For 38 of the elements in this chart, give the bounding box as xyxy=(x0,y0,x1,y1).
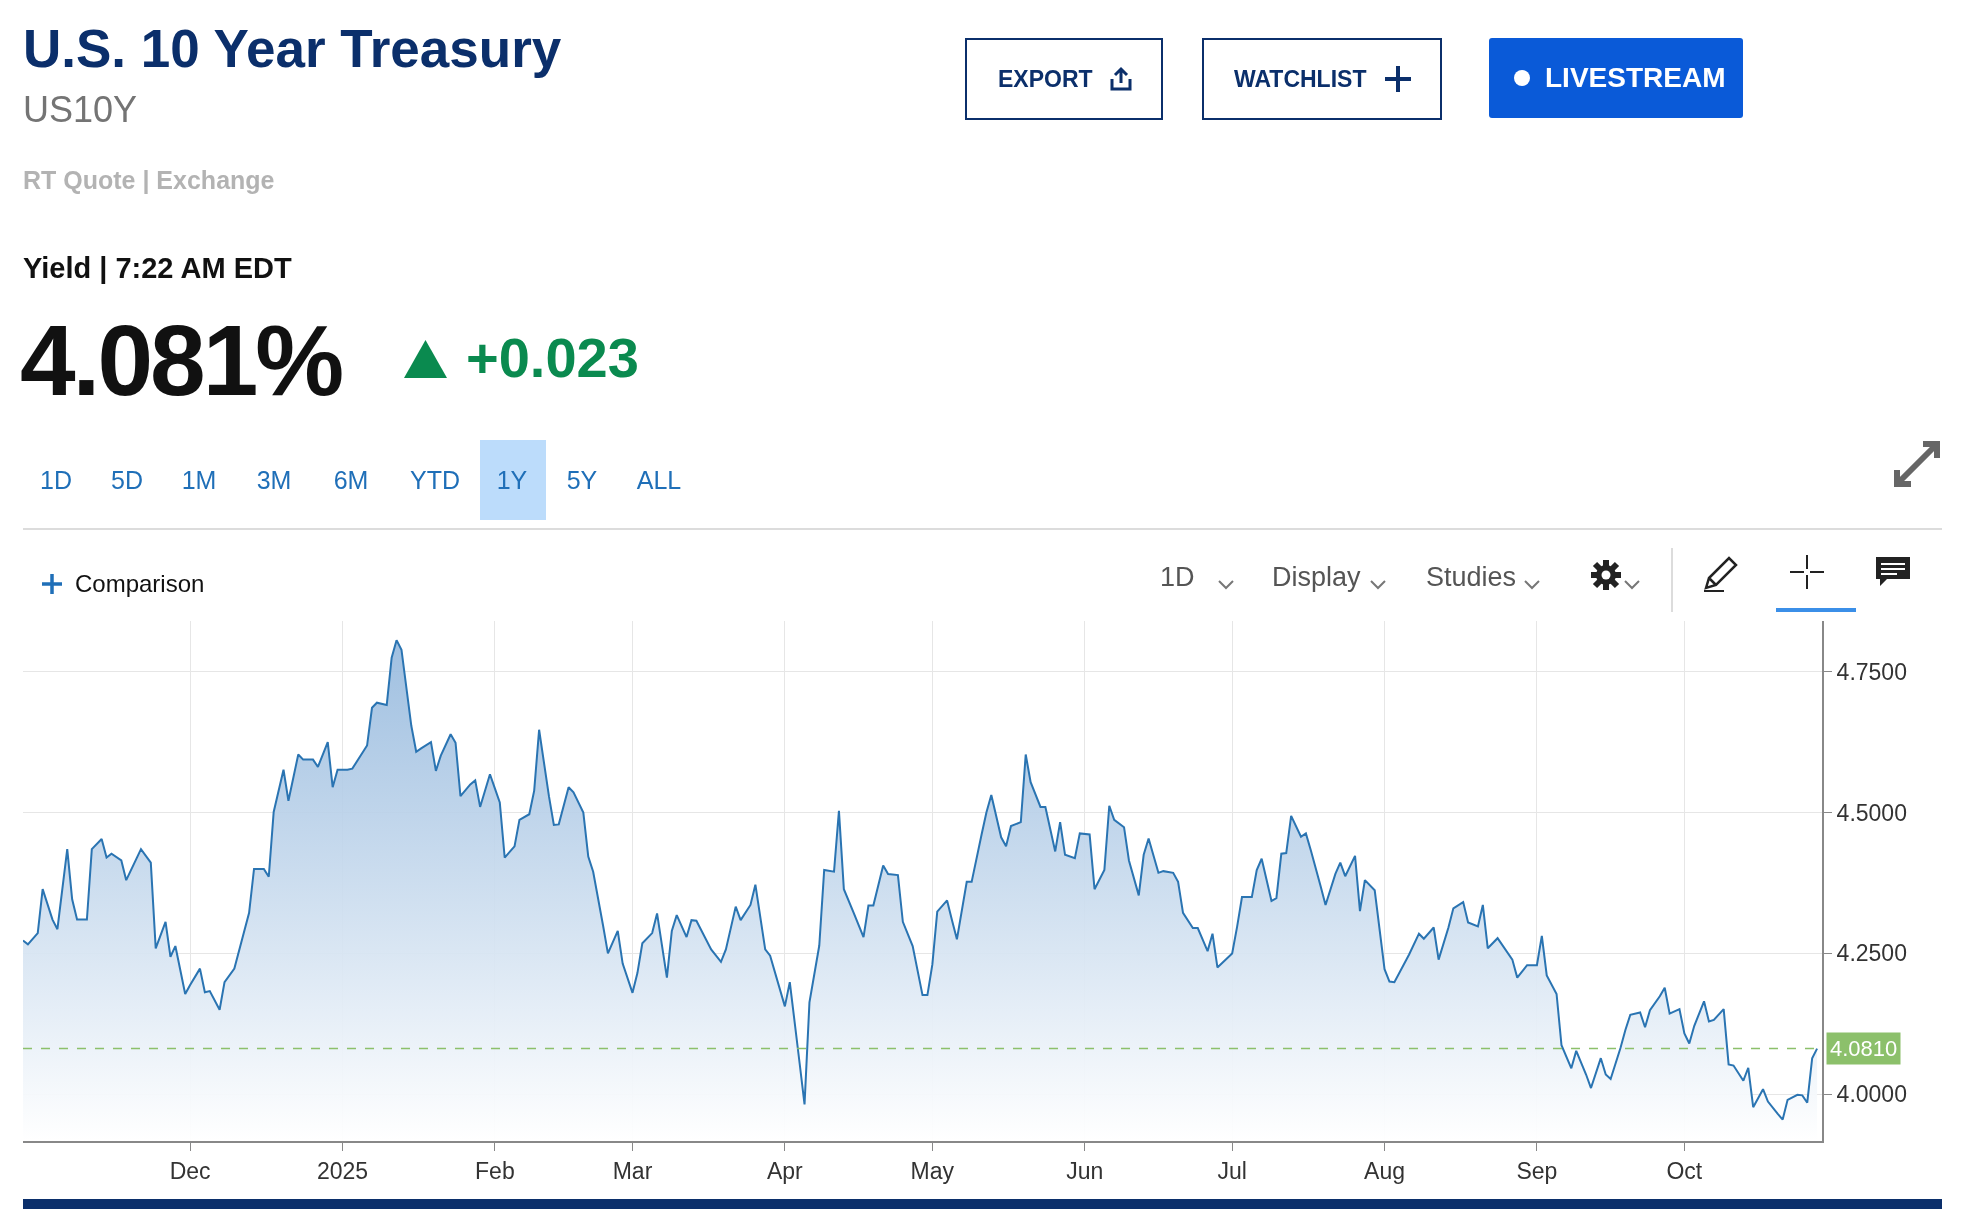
x-tick-label: Jul xyxy=(1217,1157,1247,1184)
text: YTD xyxy=(410,466,460,494)
text: Studies xyxy=(1426,562,1517,592)
text: 6M xyxy=(333,466,369,494)
text: 1D xyxy=(1160,562,1195,592)
text: LIVESTREAM xyxy=(1545,62,1726,93)
text: 4.081% xyxy=(20,304,342,416)
x-tick-label: Apr xyxy=(766,1157,804,1184)
text: RT Quote | Exchange xyxy=(23,166,275,194)
text: WATCHLIST xyxy=(1234,66,1367,92)
text: 1M xyxy=(181,466,217,494)
x-tick-label: May xyxy=(910,1157,955,1184)
y-tick-label: 4.0000 xyxy=(1836,1081,1907,1108)
text: +0.023 xyxy=(466,326,639,389)
text: 1Y xyxy=(496,466,528,494)
text: 5D xyxy=(111,466,143,494)
chart-title: U.S. 10 Year Treasury xyxy=(23,19,562,78)
y-tick-label: 4.7500 xyxy=(1836,658,1907,685)
text: EXPORT xyxy=(998,66,1093,92)
text: Display xyxy=(1272,562,1361,592)
ref-line-label: 4.0810 xyxy=(1830,1036,1898,1061)
x-tick-label: Feb xyxy=(475,1157,515,1184)
text: 5Y xyxy=(566,466,598,494)
text: ALL xyxy=(636,466,682,494)
x-tick-label: Sep xyxy=(1516,1157,1558,1184)
x-tick-label: Jun xyxy=(1066,1157,1104,1184)
x-tick-label: Dec xyxy=(169,1157,211,1184)
chart-subtitle: US10Y xyxy=(23,89,138,130)
x-tick-label: Mar xyxy=(612,1157,653,1184)
x-tick-label: 2025 xyxy=(316,1157,369,1184)
text: 3M xyxy=(256,466,292,494)
x-tick-label: Aug xyxy=(1364,1157,1406,1184)
text: 1D xyxy=(40,466,72,494)
y-tick-label: 4.5000 xyxy=(1836,799,1907,826)
text: Comparison xyxy=(75,570,205,597)
text: Yield | 7:22 AM EDT xyxy=(23,252,292,284)
y-tick-label: 4.2500 xyxy=(1836,940,1907,967)
x-tick-label: Oct xyxy=(1666,1157,1703,1184)
